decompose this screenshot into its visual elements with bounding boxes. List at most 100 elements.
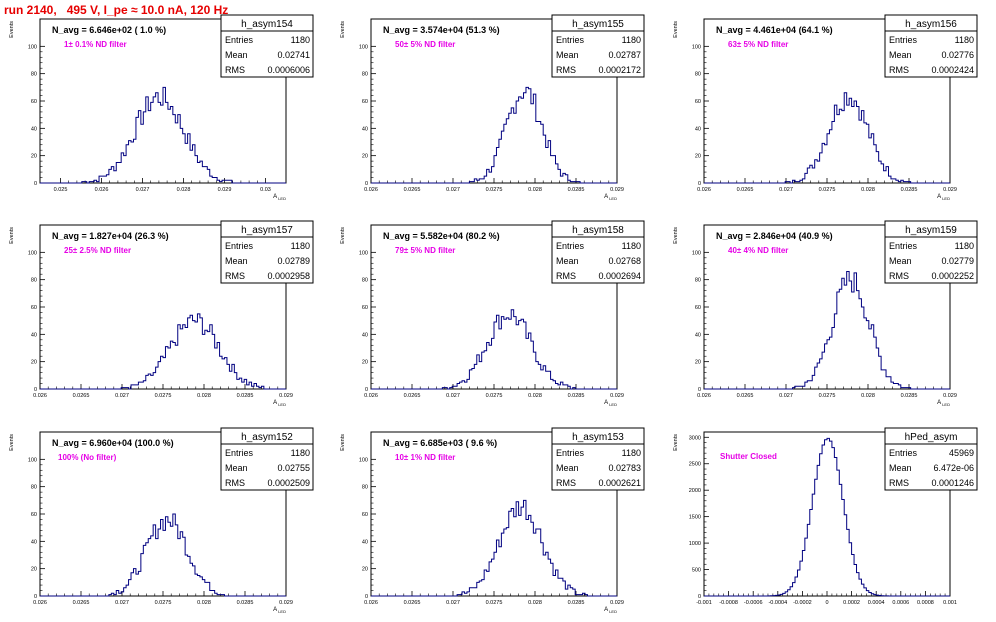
stats-value: 0.0002958 [267, 271, 310, 281]
stats-key: Mean [889, 463, 912, 473]
histogram-panel-h_asym152: 0 20 40 60 80 100 0.026 0.0265 0.027 0.0275 0.028 0… [9, 427, 314, 614]
filter-label: 50± 5% ND filter [395, 40, 455, 49]
stats-key: Entries [556, 448, 585, 458]
navg-label: N_avg = 6.685e+03 ( 9.6 %) [383, 438, 497, 448]
stats-title: h_asym157 [241, 225, 293, 236]
y-tick-label: 0 [698, 181, 701, 187]
stats-box-frame [884, 14, 978, 78]
stats-box: h_asym154 Entries 1180 Mean 0.02741 RMS 0.0006… [220, 14, 314, 78]
x-tick-label: 0.0265 [404, 187, 421, 193]
stats-key: Entries [225, 448, 254, 458]
x-tick-label: 0.0275 [155, 600, 172, 606]
y-tick-label: 80 [31, 278, 37, 284]
navg-label: N_avg = 5.582e+04 (80.2 %) [383, 231, 500, 241]
x-axis-label-sub: LED [277, 609, 286, 614]
x-tick-label: 0.028 [528, 187, 542, 193]
x-axis-label-sub: LED [941, 402, 950, 407]
x-tick-label: 0.026 [697, 187, 711, 193]
y-tick-label: 0 [365, 387, 368, 393]
stats-title: h_asym156 [905, 19, 957, 30]
x-tick-label: 0.026 [364, 600, 378, 606]
x-axis-label: A LED [604, 194, 617, 201]
y-tick-label: 40 [362, 332, 368, 338]
x-tick-label: 0.03 [260, 187, 271, 193]
stats-box-frame [884, 220, 978, 284]
x-tick-label: 0.027 [136, 187, 150, 193]
x-tick-label: 0.0285 [568, 600, 585, 606]
x-tick-label: 0.029 [218, 187, 232, 193]
x-tick-label: 0.027 [779, 393, 793, 399]
stats-box: h_asym159 Entries 1180 Mean 0.02779 RMS 0.0002… [884, 220, 978, 284]
x-tick-label: 0.028 [528, 600, 542, 606]
histogram-line [704, 92, 950, 184]
x-tick-label: 0.0285 [901, 393, 918, 399]
x-tick-label: 0.027 [446, 187, 460, 193]
stats-box: h_asym153 Entries 1180 Mean 0.02783 RMS 0.0002… [551, 427, 645, 491]
y-axis-label: Events [9, 21, 15, 38]
stats-value: 0.0001246 [931, 478, 974, 488]
stats-key: Mean [225, 256, 248, 266]
stats-key: Entries [225, 35, 254, 45]
x-tick-label: -0.0002 [793, 600, 812, 606]
filter-label: 79± 5% ND filter [395, 246, 455, 255]
y-tick-label: 40 [362, 126, 368, 132]
y-tick-label: 80 [695, 278, 701, 284]
histogram-panel-h_asym156: 0 20 40 60 80 100 0.026 0.0265 0.027 0.0275 0.028 0… [673, 14, 978, 201]
stats-title: h_asym152 [241, 432, 293, 443]
stats-title: h_asym158 [572, 225, 624, 236]
x-axis-label: A LED [604, 400, 617, 407]
y-tick-label: 20 [31, 567, 37, 573]
y-tick-label: 60 [31, 512, 37, 518]
x-tick-label: 0.0285 [568, 393, 585, 399]
x-axis-label-sub: LED [941, 196, 950, 201]
stats-value: 1180 [622, 241, 641, 251]
x-tick-label: 0.0004 [868, 600, 885, 606]
histogram-line [371, 309, 617, 390]
histogram-panel-h_asym159: 0 20 40 60 80 100 0.026 0.0265 0.027 0.0275 0.028 0… [673, 220, 978, 407]
stats-value: 0.0002509 [267, 478, 310, 488]
stats-value: 0.0002424 [931, 65, 974, 75]
stats-key: Mean [225, 463, 248, 473]
stats-box-frame [884, 427, 978, 491]
x-tick-label: 0.0285 [901, 187, 918, 193]
stats-key: Entries [889, 448, 918, 458]
filter-label: 100% (No filter) [58, 453, 117, 462]
x-tick-label: 0.0285 [237, 600, 254, 606]
x-tick-label: 0.029 [279, 600, 293, 606]
histogram-panel-h_asym153: 0 20 40 60 80 100 0.026 0.0265 0.027 0.0275 0.028 0… [340, 427, 645, 614]
stats-key: Mean [556, 463, 579, 473]
y-tick-label: 20 [362, 154, 368, 160]
stats-title: h_asym154 [241, 19, 293, 30]
y-tick-label: 100 [359, 457, 368, 463]
filter-label: 10± 1% ND filter [395, 453, 455, 462]
y-tick-label: 2000 [689, 488, 701, 494]
run-title: run 2140, 495 V, I_pe ≈ 10.0 nA, 120 Hz [4, 3, 229, 17]
stats-value: 0.02789 [277, 256, 310, 266]
x-axis-label-sub: LED [277, 196, 286, 201]
y-tick-label: 0 [365, 181, 368, 187]
stats-box: h_asym157 Entries 1180 Mean 0.02789 RMS 0.0002… [220, 220, 314, 284]
x-tick-label: 0.029 [279, 393, 293, 399]
y-tick-label: 80 [362, 485, 368, 491]
stats-key: Entries [889, 35, 918, 45]
x-tick-label: 0.029 [610, 187, 624, 193]
y-tick-label: 40 [695, 332, 701, 338]
stats-key: Mean [889, 256, 912, 266]
stats-value: 6.472e-06 [933, 463, 974, 473]
stats-value: 1180 [291, 35, 310, 45]
navg-label: N_avg = 3.574e+04 (51.3 %) [383, 25, 500, 35]
stats-value: 0.02755 [277, 463, 310, 473]
stats-key: RMS [889, 65, 909, 75]
x-tick-label: 0.028 [197, 600, 211, 606]
histogram-line [704, 437, 950, 597]
x-tick-label: 0.0275 [819, 187, 836, 193]
y-tick-label: 1500 [689, 515, 701, 521]
stats-value: 45969 [949, 448, 974, 458]
histogram-line [371, 86, 617, 184]
stats-value: 0.0002694 [598, 271, 641, 281]
stats-box: h_asym155 Entries 1180 Mean 0.02787 RMS 0.0002… [551, 14, 645, 78]
x-axis-label: A LED [937, 194, 950, 201]
histogram-line [40, 313, 286, 390]
stats-title: hPed_asym [905, 432, 958, 443]
stats-value: 0.0002252 [931, 271, 974, 281]
